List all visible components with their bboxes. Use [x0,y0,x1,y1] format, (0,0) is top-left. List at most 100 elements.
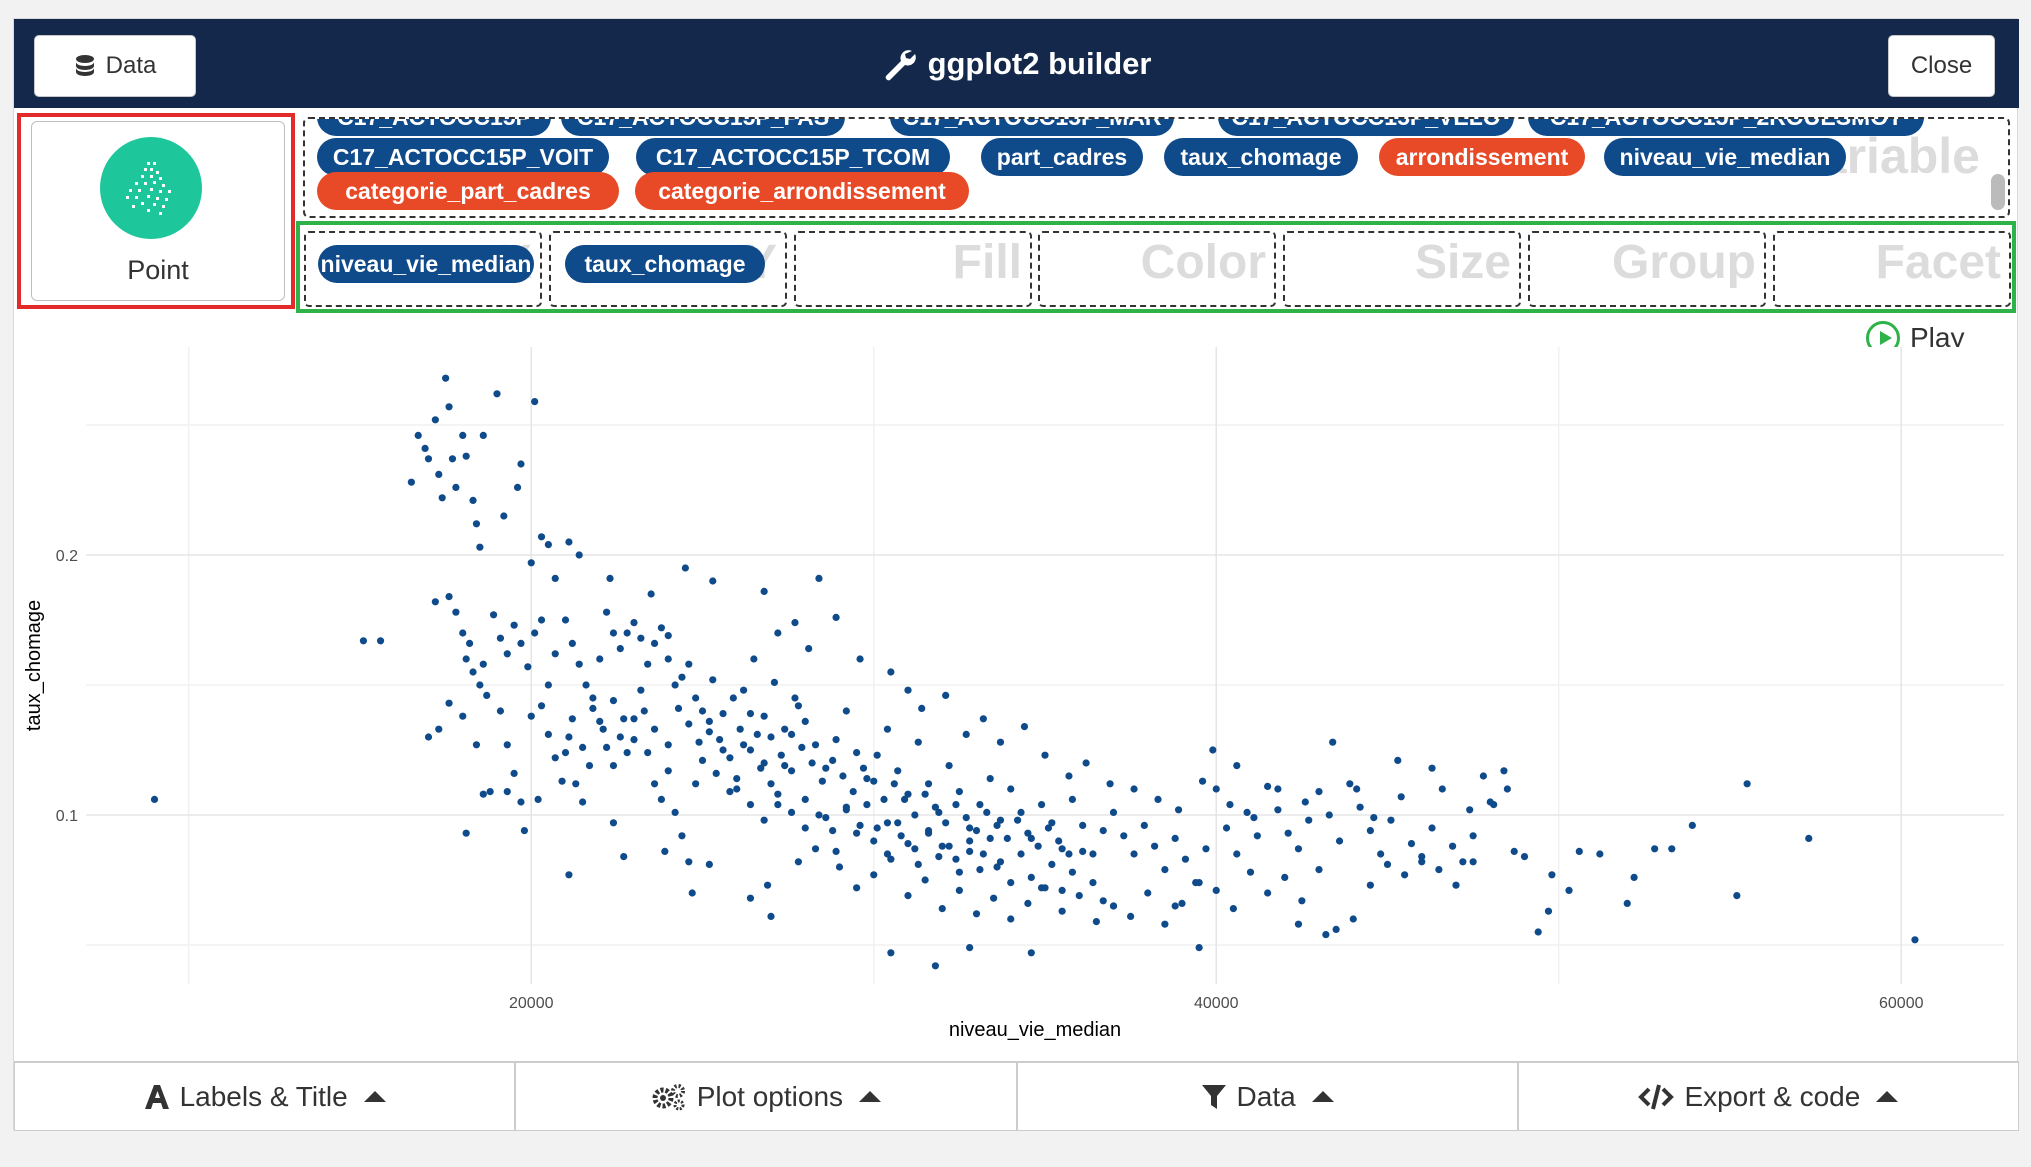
data-point [904,892,912,900]
data-point [609,819,618,827]
data-point [736,725,744,733]
data-point [815,811,823,819]
close-button-label: Close [1910,52,1973,79]
aes-dropzone-group[interactable]: Group [1528,231,1766,307]
data-point [459,431,467,439]
data-point [575,660,583,668]
variable-chip[interactable]: C17_ACTOCC15P_MAR [890,119,1174,136]
data-filter-button[interactable]: Data [1016,1062,1518,1131]
data-point [1068,868,1076,876]
data-point [986,775,994,783]
x-tick-label: 20000 [509,995,554,1012]
data-point [1743,780,1751,788]
variable-chip[interactable]: part_cadres [981,138,1143,176]
data-point [568,639,576,647]
plot-panel [86,347,2004,984]
data-point [726,788,734,796]
variable-chip[interactable]: C17_ACTOCC15P_PAS [561,119,845,136]
data-point [1202,845,1210,853]
data-point [589,704,597,712]
variable-chip[interactable]: taux_chomage [1164,138,1358,176]
data-point [996,858,1005,866]
data-point [1007,915,1015,923]
data-point [620,715,628,723]
aes-dropzone-facet[interactable]: Facet [1773,231,2011,307]
variable-chip[interactable]: C17_ACTOCC15P [317,119,551,136]
data-point [692,694,700,702]
data-point [517,639,525,647]
variable-chip[interactable]: C17_ACTOCC15P_TCOM [636,138,950,176]
data-point [1034,842,1042,850]
variable-chip[interactable]: niveau_vie_median [1604,138,1846,176]
data-point [979,715,987,723]
data-point [565,538,573,546]
data-point [493,390,501,398]
data-point [760,759,768,767]
data-point [524,663,532,671]
data-point [774,790,782,798]
variable-chip[interactable]: arrondissement [1379,138,1585,176]
data-point [609,762,618,770]
data-point [1106,780,1114,788]
data-point [1161,920,1169,928]
data-point [1534,928,1542,936]
aes-chip-x[interactable]: niveau_vie_median [318,245,534,283]
y-tick-label: 0.2 [56,548,78,565]
data-point [486,788,494,796]
data-button[interactable]: Data [34,35,196,97]
data-point [688,889,696,897]
data-point [955,868,963,876]
data-point [606,574,614,582]
data-point [787,730,796,738]
export-code-button[interactable]: Export & code [1517,1062,2019,1131]
data-point [918,704,926,712]
aes-chip-y[interactable]: taux_chomage [565,245,765,283]
data-point [829,756,837,764]
data-point [558,777,566,785]
data-point [1092,918,1100,926]
data-point [1353,785,1361,793]
plot-options-button[interactable]: Plot options [515,1062,1017,1131]
data-point [561,749,570,757]
data-point [709,577,717,585]
data-point [678,673,686,681]
close-button[interactable]: Close [1888,35,1995,97]
aes-dropzone-y[interactable]: Y taux_chomage [549,231,787,307]
aes-dropzone-x[interactable]: X niveau_vie_median [304,231,542,307]
data-point [719,710,727,718]
footer-toolbar: Labels & Title Plot options Data [14,1061,2019,1131]
variables-scrollbar[interactable] [1991,174,2005,210]
data-point [544,681,552,689]
aes-dropzone-fill[interactable]: Fill [794,231,1032,307]
aes-dropzone-size[interactable]: Size [1283,231,1521,307]
data-point [1479,772,1487,780]
header-bar: Data ggplot2 builder Close [14,19,2019,108]
plot-area: 20000 40000 60000 0.1 0.2 niveau_vie_median ta… [14,319,2019,1079]
data-point [1233,762,1241,770]
data-point [921,790,929,798]
variable-chip[interactable]: categorie_arrondissement [635,172,969,210]
data-point [1651,845,1659,853]
variable-chip[interactable]: categorie_part_cadres [317,172,619,210]
variable-chip[interactable]: C17_ACTOCC15P_2ROUESMOT [1528,119,1924,136]
data-point [695,738,703,746]
data-point [904,840,912,848]
data-point [376,637,385,645]
data-point [1387,816,1395,824]
labels-title-button[interactable]: Labels & Title [14,1062,516,1131]
variable-chip[interactable]: C17_ACTOCC15P_VOIT [317,138,609,176]
data-point [887,949,895,957]
variable-chip[interactable]: C17_ACTOCC15P_VELO [1218,119,1514,136]
data-point [781,725,789,733]
data-point [1688,821,1696,829]
data-point [740,686,748,694]
data-point [1171,834,1179,843]
data-point [935,808,943,816]
data-point [733,785,741,793]
geom-point-card[interactable]: Point [31,121,285,301]
data-point [1346,780,1354,788]
aes-dropzone-color[interactable]: Color [1038,231,1276,307]
aes-label-color: Color [1140,236,1266,289]
data-point [1014,816,1022,824]
data-point [565,733,573,741]
